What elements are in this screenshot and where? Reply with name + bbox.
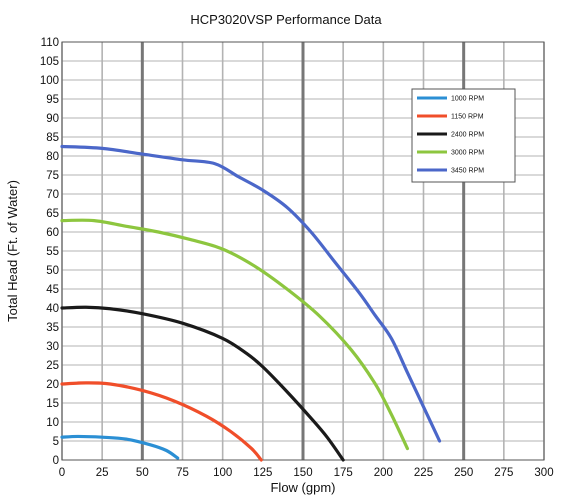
y-tick-label: 70: [46, 189, 59, 201]
x-tick-label: 25: [96, 467, 109, 479]
x-axis-label: Flow (gpm): [270, 480, 335, 495]
y-tick-label: 25: [46, 360, 59, 372]
y-tick-label: 15: [46, 398, 59, 410]
y-axis-label: Total Head (Ft. of Water): [5, 180, 20, 322]
y-tick-label: 55: [46, 246, 59, 258]
y-axis-ticks: 0 5 10 15 20 25 30 35 40 45 50 55 60 65 70 75 80 85 90 95 10…: [40, 37, 59, 467]
y-tick-label: 40: [46, 303, 59, 315]
series-line-3450-rpm: [60, 144, 442, 443]
x-tick-label: 150: [293, 467, 312, 479]
x-tick-label: 100: [213, 467, 232, 479]
y-tick-label: 10: [46, 417, 59, 429]
legend-label-1000-rpm: 1000 RPM: [451, 96, 484, 103]
y-tick-label: 65: [46, 208, 59, 220]
legend-items: 1000 RPM 1150 RPM 2400 RPM 3000 RPM 3450 RPM: [417, 96, 484, 175]
chart-title: HCP3020VSP Performance Data: [190, 12, 382, 27]
y-tick-label: 75: [46, 170, 59, 182]
legend-label-3450-rpm: 3450 RPM: [451, 168, 484, 175]
x-tick-label: 225: [414, 467, 433, 479]
y-tick-label: 45: [46, 284, 59, 296]
x-tick-label: 175: [334, 467, 353, 479]
y-tick-label: 50: [46, 265, 59, 277]
y-tick-label: 85: [46, 132, 59, 144]
legend: 1000 RPM 1150 RPM 2400 RPM 3000 RPM 3450 RPM: [411, 88, 516, 183]
y-tick-label: 90: [46, 113, 59, 125]
x-axis-ticks: 0 25 50 75 100 125 150 175 200 225 250 275 300: [59, 467, 554, 479]
y-tick-label: 95: [46, 94, 59, 106]
y-tick-label: 100: [40, 75, 59, 87]
x-tick-label: 275: [494, 467, 513, 479]
series-line-3000-rpm: [60, 218, 410, 451]
x-tick-label: 300: [534, 467, 553, 479]
series-lines: [60, 144, 442, 462]
y-tick-label: 110: [41, 37, 59, 49]
plot-frame: [61, 41, 545, 461]
x-tick-label: 125: [253, 467, 272, 479]
y-tick-label: 5: [53, 436, 59, 448]
series-line-2400-rpm: [60, 305, 345, 462]
legend-label-1150-rpm: 1150 RPM: [451, 114, 484, 121]
x-tick-label: 250: [454, 467, 473, 479]
series-line-1000-rpm: [60, 434, 180, 460]
y-tick-label: 30: [46, 341, 59, 353]
x-tick-label: 200: [374, 467, 393, 479]
y-tick-label: 105: [40, 56, 59, 68]
x-tick-label: 50: [136, 467, 149, 479]
legend-label-2400-rpm: 2400 RPM: [451, 132, 484, 139]
series-line-1150-rpm: [60, 381, 263, 462]
y-tick-label: 80: [46, 151, 59, 163]
y-tick-label: 60: [46, 227, 59, 239]
legend-label-3000-rpm: 3000 RPM: [451, 150, 484, 157]
y-tick-label: 0: [53, 455, 59, 467]
x-tick-label: 75: [176, 467, 189, 479]
y-tick-label: 20: [46, 379, 59, 391]
y-tick-label: 35: [46, 322, 59, 334]
x-tick-label: 0: [59, 467, 65, 479]
